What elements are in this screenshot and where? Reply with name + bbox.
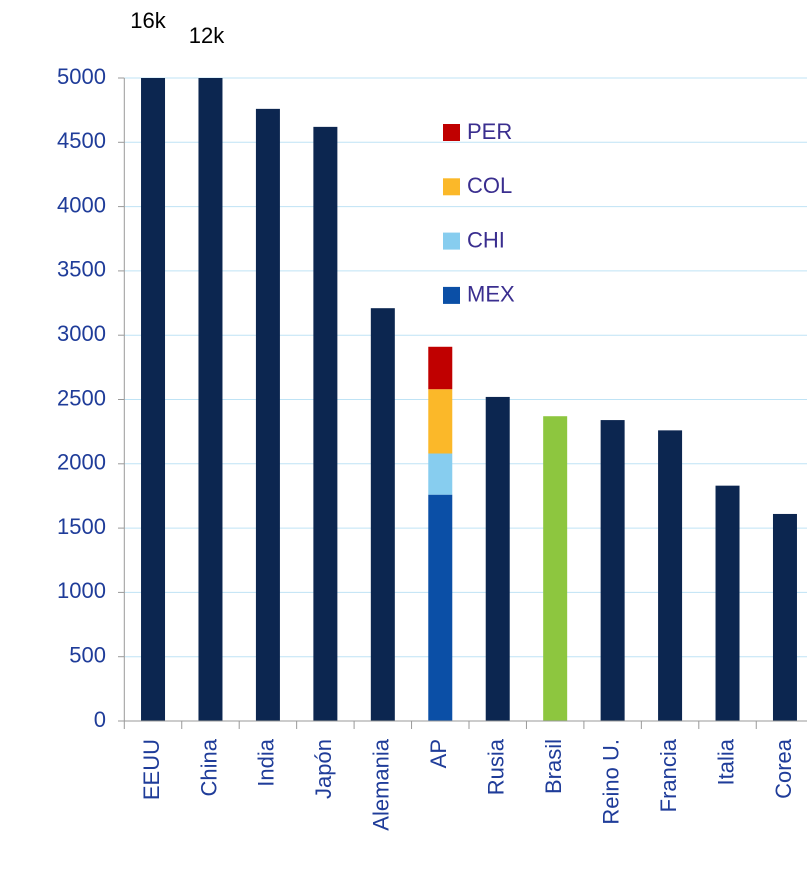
y-tick-label: 2000: [57, 450, 106, 475]
y-tick-label: 3500: [57, 257, 106, 282]
x-tick-label: Japón: [311, 739, 336, 799]
bar: [198, 78, 223, 721]
x-tick-label: Alemania: [369, 738, 394, 830]
bar: [370, 308, 395, 721]
y-tick-label: 4500: [57, 128, 106, 153]
legend-swatch: [443, 232, 460, 250]
value-label: 16k: [130, 8, 166, 33]
bar: [485, 396, 510, 721]
y-tick-label: 4000: [57, 192, 106, 217]
x-tick-label: India: [254, 738, 279, 786]
bar: [255, 108, 280, 721]
legend-label: CHI: [467, 227, 505, 252]
bar: [772, 513, 797, 721]
x-tick-label: Francia: [656, 738, 681, 812]
bar-segment: [428, 453, 453, 495]
x-tick-label: AP: [426, 739, 451, 768]
x-tick-label: EEUU: [139, 739, 164, 800]
grid: [124, 77, 807, 722]
y-tick-label: 2500: [57, 385, 106, 410]
y-tick-label: 5000: [57, 64, 106, 89]
value-label: 12k: [189, 23, 225, 48]
y-tick-label: 1000: [57, 578, 106, 603]
y-tick-label: 1500: [57, 514, 106, 539]
bar: [658, 430, 683, 721]
bar: [313, 126, 338, 722]
bar: [715, 485, 740, 721]
x-tick-label: Corea: [771, 738, 796, 799]
legend-label: COL: [467, 173, 512, 198]
x-tick-label: China: [196, 738, 221, 796]
legend-label: PER: [467, 119, 512, 144]
x-tick-label: Brasil: [541, 739, 566, 794]
legend-swatch: [443, 124, 460, 141]
bar: [543, 416, 568, 721]
axes: 0 500 1000 1500 2000 2500 3000 3500 4000 4500 5000…: [57, 8, 807, 831]
y-tick-label: 3000: [57, 321, 106, 346]
bar: [141, 78, 166, 722]
x-tick-label: Italia: [713, 738, 738, 785]
legend-swatch: [443, 178, 460, 196]
bar-segment: [428, 346, 453, 390]
y-tick-label: 500: [69, 643, 106, 668]
legend-swatch: [443, 286, 460, 304]
bar: [600, 420, 625, 721]
x-tick-label: Reino U.: [598, 739, 623, 825]
legend-label: MEX: [467, 282, 515, 307]
y-tick-label: 0: [94, 707, 106, 732]
bars: [141, 78, 797, 722]
bar-segment: [428, 494, 453, 721]
x-tick-label: Rusia: [484, 738, 509, 795]
bar-segment: [428, 389, 453, 454]
